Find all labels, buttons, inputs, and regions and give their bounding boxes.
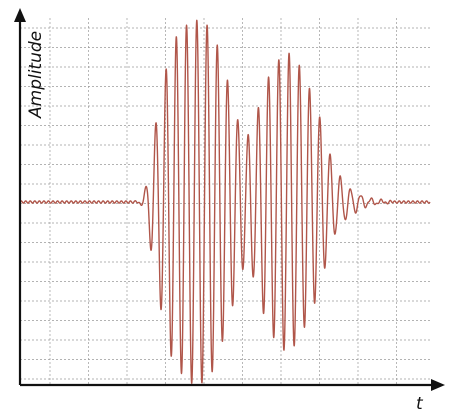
y-axis-label: Amplitude (26, 31, 46, 119)
x-axis-label: t (416, 394, 424, 414)
signal-line (19, 19, 431, 384)
x-axis-arrow (431, 379, 445, 391)
y-axis-arrow (14, 8, 26, 22)
